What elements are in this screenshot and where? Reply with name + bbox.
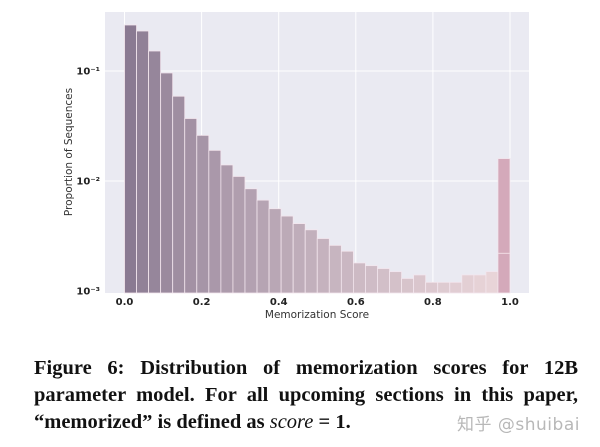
histogram-bar xyxy=(268,208,282,294)
histogram-bar xyxy=(160,72,174,294)
x-tick-label: 0.6 xyxy=(347,297,365,308)
histogram-bar xyxy=(196,134,210,294)
histogram-bar xyxy=(389,271,402,294)
histogram-bar xyxy=(352,262,366,294)
histogram-bar xyxy=(292,223,306,294)
x-tick-label: 0.0 xyxy=(116,297,134,308)
histogram-bar xyxy=(172,95,186,294)
histogram-bar xyxy=(244,188,258,294)
histogram-bar xyxy=(280,215,294,294)
histogram-bar xyxy=(413,274,427,294)
memorization-histogram: 0.0 0.2 0.4 0.6 0.8 1.0 10⁻³ 10⁻² 10⁻¹ Memoriza… xyxy=(63,12,529,321)
caption-suffix: = 1. xyxy=(313,411,351,433)
histogram-bar xyxy=(485,271,499,294)
x-axis-label: Memorization Score xyxy=(265,309,369,321)
y-tick-label: 10⁻³ xyxy=(76,287,100,298)
watermark: 知乎 @shuibai xyxy=(457,415,580,435)
histogram-bar xyxy=(220,164,234,294)
x-axis-ticks: 0.0 0.2 0.4 0.6 0.8 1.0 xyxy=(116,297,519,308)
x-tick-label: 1.0 xyxy=(501,297,519,308)
histogram-bar xyxy=(497,158,511,294)
histogram-bar xyxy=(316,238,330,294)
y-axis-label: Proportion of Sequences xyxy=(63,88,75,216)
histogram-bar xyxy=(304,229,318,294)
histogram-bar xyxy=(340,250,354,294)
histogram-bar xyxy=(208,149,222,294)
bars xyxy=(124,24,511,294)
figure-caption: Figure 6: Distribution of memorization s… xyxy=(34,355,578,436)
caption-text: Figure 6: Distribution of memorization s… xyxy=(34,357,578,433)
histogram-bar xyxy=(425,281,439,294)
caption-italic-score: score xyxy=(269,411,314,433)
histogram-bar xyxy=(124,24,137,294)
histogram-bar xyxy=(328,244,342,294)
x-tick-label: 0.8 xyxy=(424,297,442,308)
x-tick-label: 0.2 xyxy=(193,297,211,308)
histogram-bar xyxy=(449,281,463,294)
y-axis-ticks: 10⁻³ 10⁻² 10⁻¹ xyxy=(76,67,100,298)
y-tick-label: 10⁻² xyxy=(76,177,100,188)
histogram-bar xyxy=(473,274,487,294)
histogram-bar xyxy=(136,30,149,294)
y-tick-label: 10⁻¹ xyxy=(76,67,100,78)
x-tick-label: 0.4 xyxy=(270,297,288,308)
histogram-bar xyxy=(365,265,378,294)
histogram-figure: 0.0 0.2 0.4 0.6 0.8 1.0 10⁻³ 10⁻² 10⁻¹ Memoriza… xyxy=(63,12,529,321)
histogram-bar xyxy=(377,268,390,294)
histogram-bar xyxy=(184,118,198,294)
histogram-bar xyxy=(256,199,270,294)
histogram-bar xyxy=(461,274,475,294)
histogram-bar xyxy=(401,278,415,294)
histogram-bar xyxy=(437,281,451,294)
histogram-bar xyxy=(148,50,162,294)
histogram-bar xyxy=(232,176,246,294)
